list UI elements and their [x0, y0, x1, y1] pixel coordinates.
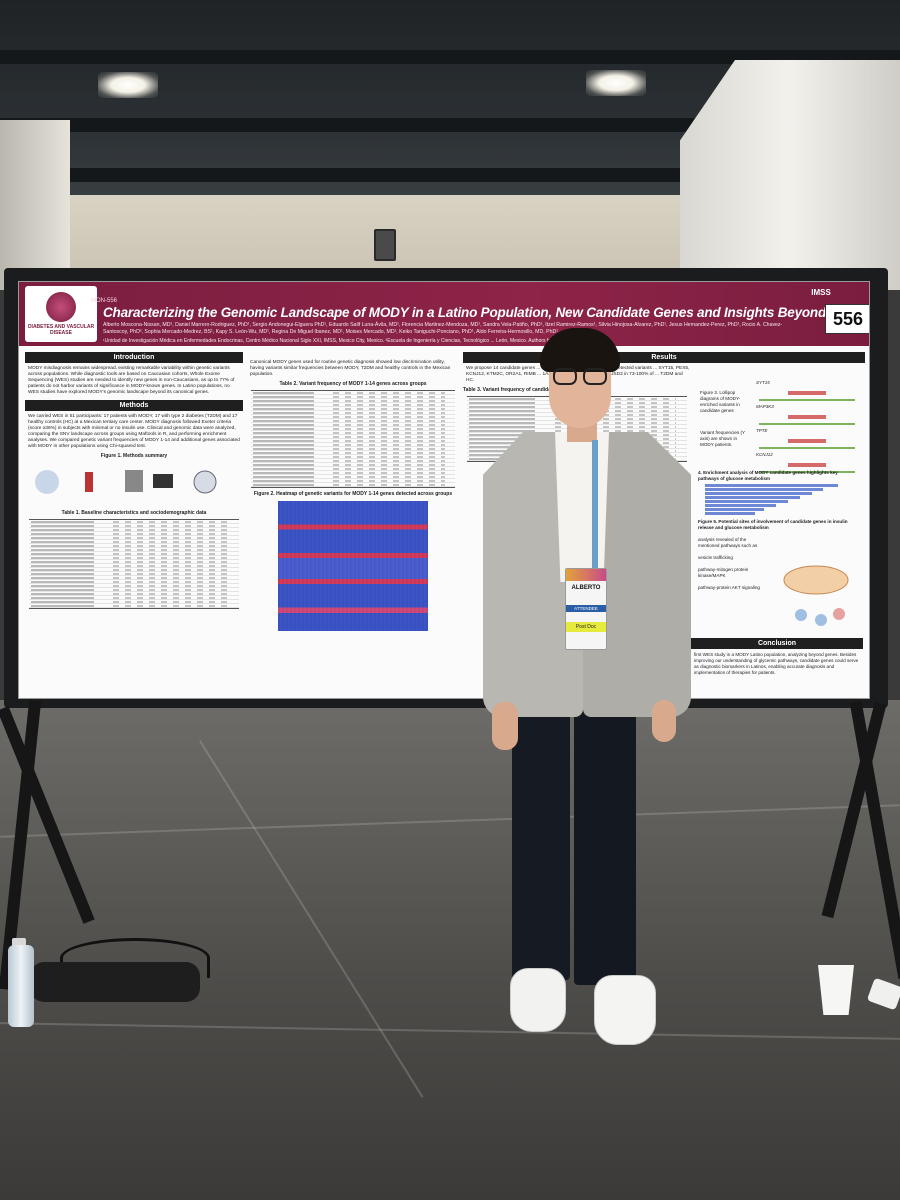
figure-caption: Figure 3. Lollipop diagrams of MODY-enri… [700, 390, 741, 413]
ceiling-beam [0, 118, 900, 132]
gene-label: KCNJ12 [756, 452, 773, 457]
ceiling-light [98, 72, 158, 98]
pillar [680, 60, 900, 290]
methods-text: We carried WES in 51 participants: 17 pa… [28, 414, 240, 449]
pathway-label: pathway-mitogen protein kinase/MAPK [698, 567, 749, 578]
section-heading: Conclusion [691, 638, 863, 649]
enrichment-figure: 4. Enrichment analysis of MODY candidate… [695, 470, 863, 626]
poster-column-left: Introduction MODY misdiagnosis remains w… [25, 352, 243, 692]
results-text: We propose 14 candidate genes ... MODY f… [466, 366, 690, 383]
figure-note: Variant frequencies (Y axis) are shown i… [700, 430, 746, 447]
gene-label: TPTE [756, 428, 768, 433]
figure-caption: 4. Enrichment analysis of MODY candidate… [698, 470, 838, 481]
ceiling-beam [0, 168, 900, 182]
logo-text: DIABETES AND VASCULAR DISEASE [27, 324, 95, 336]
poster-id: MON-556 [91, 298, 118, 304]
lollipop-figure: Figure 3. Lollipop diagrams of MODY-enri… [700, 380, 861, 476]
poster-column-middle: Canonical MODY genes used for routine ge… [247, 352, 459, 692]
poster-authors: Alberto Moscona-Nissan, MD¹, Daniel Marr… [103, 322, 783, 335]
variant-heatmap [278, 501, 428, 631]
variant-frequency-table [251, 390, 455, 488]
figure-caption: Figure 5. Potential sites of involvement… [698, 519, 848, 530]
board-number: 556 [825, 304, 869, 334]
paper-cup [818, 965, 854, 1015]
floor-seam [199, 740, 424, 1098]
research-poster: DIABETES AND VASCULAR DISEASE MON-556 Ch… [18, 281, 870, 699]
introduction-text: MODY misdiagnosis remains widespread, ex… [28, 366, 235, 395]
poster-tube-strap [60, 938, 210, 978]
wall-speaker [374, 229, 396, 261]
floor-seam [0, 804, 900, 838]
candidate-gene-table [467, 396, 687, 462]
poster-tube [30, 962, 200, 1002]
table-caption: Table 3. Variant frequency of candidate … [463, 387, 608, 393]
conclusion-text: first WES study in a MODY Latino populat… [694, 652, 859, 675]
pillar [0, 120, 70, 290]
conclusion-section: Conclusion first WES study in a MODY Lat… [691, 638, 863, 676]
table-caption: Table 1. Baseline characteristics and so… [61, 510, 207, 516]
pathway-label: analysis revealed of the mentioned pathw… [698, 537, 758, 548]
gene-label: MAP3K3 [756, 404, 774, 409]
methods-diagram [35, 470, 217, 494]
table-caption: Table 2. Variant frequency of MODY 1-14 … [279, 381, 427, 387]
enrichment-bars [705, 484, 853, 515]
bottle-cap [12, 938, 26, 948]
pathway-label: pathway-protein AKT signaling [698, 585, 760, 590]
pathway-diagram [783, 565, 849, 626]
lollipop-track [759, 437, 855, 449]
lollipop-track [759, 461, 855, 473]
water-bottle [8, 945, 34, 1027]
section-heading: Methods [25, 400, 243, 411]
gene-label: SYT15 [756, 380, 770, 385]
middle-text: Canonical MODY genes used for routine ge… [250, 360, 451, 377]
baseline-table [29, 519, 239, 609]
poster-header: DIABETES AND VASCULAR DISEASE MON-556 Ch… [19, 282, 870, 346]
figure-caption: Figure 2. Heatmap of genetic variants fo… [253, 491, 453, 497]
figure-caption: Figure 1. Methods summary [100, 453, 168, 459]
poster-affiliation: ¹Unidad de Investigación Médica en Enfer… [103, 338, 608, 344]
logo-emblem [46, 292, 76, 322]
pathway-label: vesicle trafficking [698, 555, 733, 560]
floor-seam [0, 1022, 900, 1040]
imss-logo: IMSS [811, 288, 831, 297]
society-logo: DIABETES AND VASCULAR DISEASE [25, 286, 97, 342]
poster-title: Characterizing the Genomic Landscape of … [103, 305, 870, 320]
lollipop-track [759, 413, 855, 425]
section-heading: Results [463, 352, 865, 363]
ceiling-beam [0, 50, 900, 64]
ceiling-light [586, 70, 646, 96]
section-heading: Introduction [25, 352, 243, 363]
lollipop-track [759, 389, 855, 401]
